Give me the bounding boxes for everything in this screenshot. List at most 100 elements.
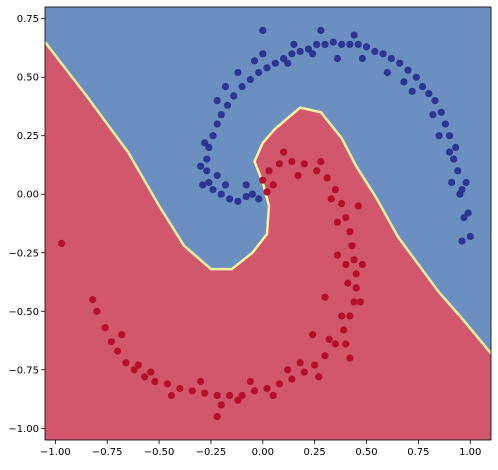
blue-point: [213, 120, 221, 128]
blue-point: [445, 148, 454, 156]
y-tick-label: −0.25: [8, 248, 39, 259]
blue-point: [201, 139, 209, 147]
red-point: [338, 312, 346, 320]
red-point: [333, 218, 342, 226]
blue-point: [234, 68, 242, 77]
blue-point: [205, 143, 213, 151]
blue-point: [290, 40, 298, 49]
red-point: [213, 413, 221, 421]
red-point: [294, 171, 302, 180]
red-point: [217, 401, 225, 409]
blue-point: [242, 193, 250, 201]
y-tick-label: −0.50: [8, 307, 39, 318]
red-point: [346, 228, 354, 236]
y-tick-label: 0.25: [17, 131, 39, 142]
x-tick-label: −0.75: [92, 447, 123, 458]
blue-point: [309, 50, 317, 58]
red-point: [348, 242, 356, 250]
blue-point: [460, 214, 468, 222]
blue-point: [209, 186, 217, 194]
red-point: [300, 368, 308, 376]
y-tick-label: 0.00: [17, 190, 39, 201]
red-point: [296, 359, 304, 367]
red-point: [118, 331, 126, 339]
red-point: [346, 354, 354, 362]
red-point: [147, 368, 155, 376]
blue-point: [329, 38, 337, 46]
scatter-points: [58, 26, 474, 421]
blue-point: [408, 87, 416, 95]
decision-regions: [45, 7, 491, 440]
red-point: [93, 307, 101, 315]
red-point: [327, 195, 335, 203]
red-point: [313, 167, 321, 175]
red-point: [167, 391, 176, 400]
red-point: [284, 366, 292, 374]
red-point: [269, 391, 277, 400]
red-point: [311, 361, 319, 369]
blue-point: [304, 45, 313, 53]
blue-point: [338, 40, 346, 49]
red-point: [338, 200, 346, 208]
y-tick-label: 0.50: [17, 73, 39, 84]
blue-point: [259, 50, 267, 58]
blue-point: [221, 83, 230, 91]
red-point: [201, 389, 209, 397]
red-point: [331, 340, 339, 348]
x-tick-label: 0.50: [355, 447, 377, 458]
blue-point: [454, 167, 462, 175]
blue-point: [205, 178, 213, 187]
red-point: [259, 176, 267, 184]
y-tick-label: −1.00: [8, 424, 39, 435]
blue-point: [458, 237, 466, 245]
red-point: [234, 396, 242, 404]
red-point: [107, 338, 115, 346]
red-point: [89, 296, 97, 304]
red-point: [344, 279, 352, 287]
blue-point: [404, 66, 412, 74]
x-tick-label: 0.75: [407, 447, 429, 458]
blue-point: [412, 73, 420, 81]
red-point: [346, 312, 354, 320]
red-point: [58, 239, 66, 247]
blue-point: [435, 132, 443, 140]
red-point: [246, 377, 254, 386]
blue-point: [203, 155, 211, 163]
blue-point: [255, 68, 263, 77]
red-point: [163, 380, 171, 388]
blue-point: [321, 40, 329, 49]
red-point: [321, 293, 329, 301]
blue-point: [466, 232, 474, 240]
blue-point: [197, 162, 205, 170]
blue-point: [437, 108, 445, 116]
red-point: [333, 251, 342, 259]
x-tick-label: −0.50: [144, 447, 175, 458]
blue-point: [358, 54, 366, 63]
blue-point: [199, 181, 207, 189]
blue-point: [462, 178, 470, 187]
blue-point: [284, 59, 292, 67]
red-point: [263, 384, 271, 393]
red-point: [300, 160, 308, 168]
red-point: [101, 324, 109, 332]
red-point: [176, 384, 184, 393]
x-tick-label: −1.00: [40, 447, 71, 458]
blue-point: [441, 120, 449, 128]
blue-point: [213, 171, 221, 180]
blue-point: [263, 64, 271, 72]
blue-point: [458, 186, 466, 194]
red-point: [197, 377, 205, 386]
red-point: [288, 157, 296, 166]
red-point: [226, 391, 234, 400]
blue-point: [213, 97, 221, 105]
blue-point: [280, 54, 288, 63]
red-point: [275, 160, 283, 168]
blue-point: [313, 40, 321, 49]
blue-point: [431, 97, 439, 105]
x-tick-label: 1.00: [459, 447, 481, 458]
red-point: [265, 167, 273, 175]
red-point: [342, 260, 350, 269]
red-point: [134, 361, 142, 369]
red-point: [263, 188, 271, 196]
